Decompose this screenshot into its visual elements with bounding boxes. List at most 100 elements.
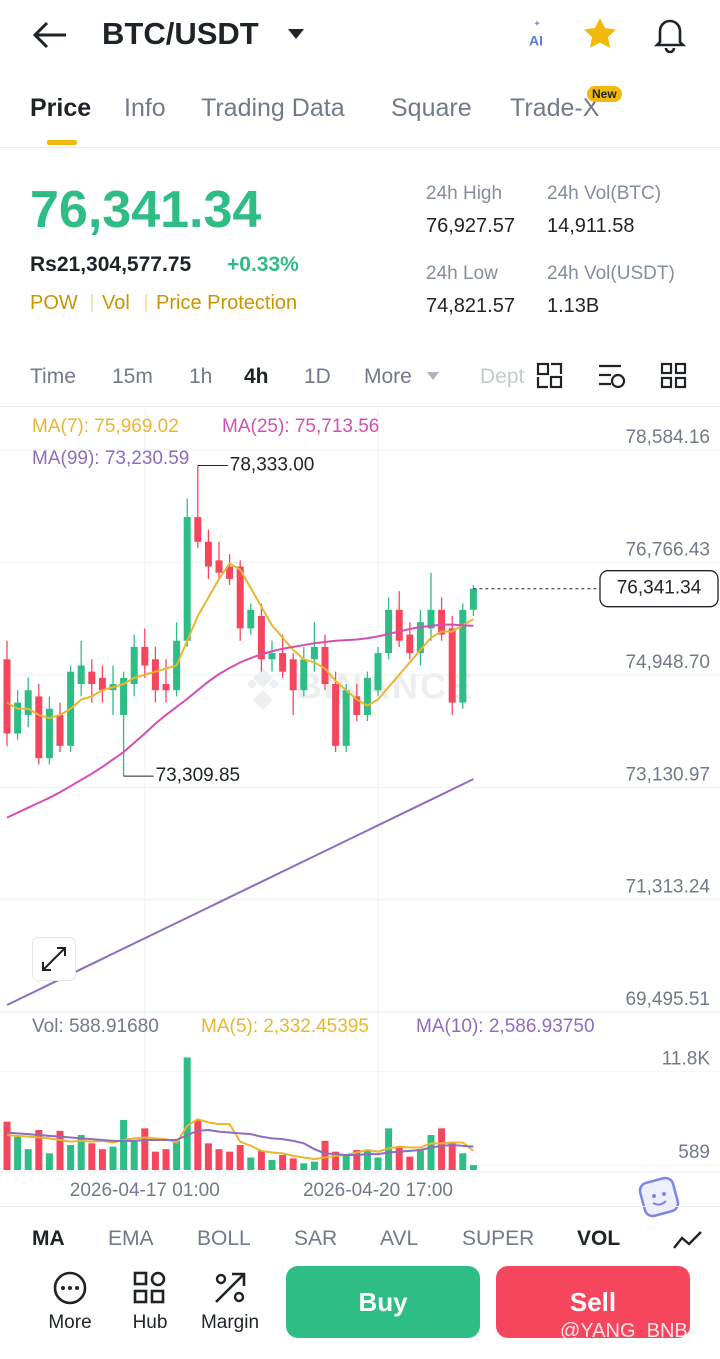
candle-body [226, 566, 234, 579]
volume-bar [173, 1140, 181, 1170]
tab[interactable]: Trading Data [201, 94, 345, 122]
assistant-icon[interactable] [634, 1172, 684, 1222]
candle-body [236, 566, 244, 629]
volume-bar [374, 1157, 382, 1170]
indicator-icon[interactable] [597, 362, 627, 390]
volume-bar [469, 1165, 477, 1170]
candle-body [406, 634, 414, 654]
candle-body [395, 609, 403, 641]
expand-button[interactable] [32, 937, 76, 981]
ma-line [6, 1118, 475, 1161]
volume-bar [236, 1145, 244, 1170]
volume-bar [141, 1128, 149, 1170]
volume-bar [77, 1135, 85, 1170]
candle-body [130, 646, 138, 685]
tag[interactable]: POW [30, 292, 78, 314]
margin-icon[interactable] [212, 1270, 248, 1306]
candle-body [353, 696, 361, 715]
indicator-tab[interactable]: SUPER [462, 1227, 535, 1250]
candle-body [120, 677, 128, 715]
tag[interactable]: Price Protection [156, 292, 298, 314]
candle-body [342, 690, 350, 746]
volume-bar [88, 1143, 96, 1170]
indicator-tab[interactable]: BOLL [197, 1227, 251, 1250]
chart-setting-icon[interactable] [536, 362, 564, 390]
candle-body [194, 517, 202, 542]
y-tick-label: 69,495.51 [625, 989, 710, 1010]
new-badge: New [587, 86, 622, 102]
tag[interactable]: Vol [102, 292, 130, 314]
candle-body [385, 609, 393, 654]
volume-bar [45, 1153, 53, 1170]
interval[interactable]: 1h [189, 365, 213, 388]
last-price-label: 76,341.34 [617, 578, 702, 599]
hub-icon[interactable] [132, 1270, 168, 1306]
back-button[interactable] [30, 18, 70, 52]
sell-button[interactable]: Sell [496, 1266, 690, 1338]
candle-body [374, 653, 382, 691]
favorite-star[interactable] [582, 16, 618, 52]
volume-bar [226, 1151, 234, 1170]
indicator-tab[interactable]: SAR [294, 1227, 338, 1250]
ma-legend: MA(7): 75,969.02 [32, 416, 179, 437]
y-tick-label: 73,130.97 [625, 764, 710, 785]
tag-separator [91, 294, 93, 312]
interval[interactable]: 1D [304, 365, 331, 388]
pair-caret[interactable] [287, 28, 305, 40]
volume-bar [406, 1156, 414, 1170]
candle-body [141, 646, 149, 666]
candle-body [257, 615, 265, 660]
volume-bar [416, 1149, 424, 1170]
x-tick-label: 2026-04-17 01:00 [70, 1180, 220, 1201]
stat-label: 24h Vol(BTC) [547, 183, 662, 204]
layout-icon[interactable] [660, 362, 688, 390]
svg-text:✦: ✦ [533, 18, 541, 28]
stat-label: 24h High [426, 183, 503, 204]
y-tick-label: 11.8K [662, 1049, 711, 1070]
bell-icon[interactable] [652, 15, 688, 53]
indicator-tab[interactable]: AVL [380, 1227, 419, 1250]
indicator-tab[interactable]: EMA [108, 1227, 154, 1250]
tab[interactable]: Info [124, 94, 166, 122]
volume-bar [289, 1158, 297, 1170]
candle-body [247, 609, 255, 629]
buy-button[interactable]: Buy [286, 1266, 480, 1338]
candle-body [332, 684, 340, 746]
volume-bar [321, 1140, 329, 1170]
indicator-more-icon[interactable] [672, 1230, 704, 1250]
ai-icon[interactable]: ✦ AI [522, 18, 552, 50]
volume-bar [183, 1057, 191, 1170]
action-label[interactable]: More [48, 1312, 92, 1333]
volume-bar [56, 1130, 64, 1170]
more-icon[interactable] [52, 1270, 88, 1306]
tab[interactable]: Square [391, 94, 472, 122]
volume-bar [268, 1160, 276, 1170]
volume-bar [257, 1150, 265, 1170]
volume-bar [427, 1135, 435, 1170]
action-label[interactable]: Hub [132, 1312, 168, 1333]
volume-bar [109, 1146, 117, 1170]
interval[interactable]: Time [30, 365, 76, 388]
stat-value: 74,821.57 [426, 295, 515, 317]
action-label[interactable]: Margin [200, 1312, 260, 1333]
tab[interactable]: Trade-X [510, 94, 600, 122]
stat-value: 14,911.58 [547, 215, 635, 237]
candle-body [56, 714, 64, 746]
pair-title[interactable]: BTC/USDT [102, 16, 259, 51]
divider [0, 406, 720, 407]
ma-legend: MA(25): 75,713.56 [222, 416, 379, 437]
indicator-tab[interactable]: VOL [577, 1227, 621, 1250]
volume-bar [332, 1151, 340, 1170]
candle-body [151, 659, 159, 691]
extreme-label: 73,309.85 [156, 765, 241, 786]
candle-body [14, 702, 22, 734]
interval[interactable]: More [364, 365, 412, 388]
volume-bar [3, 1121, 11, 1170]
interval[interactable]: 4h [244, 365, 269, 388]
y-tick-label: 78,584.16 [625, 427, 710, 448]
tab[interactable]: Price [30, 94, 92, 122]
ma-legend: MA(99): 73,230.59 [32, 448, 189, 469]
interval[interactable]: 15m [112, 365, 153, 388]
interval[interactable]: Dept [480, 365, 525, 388]
indicator-tab[interactable]: MA [32, 1227, 65, 1250]
